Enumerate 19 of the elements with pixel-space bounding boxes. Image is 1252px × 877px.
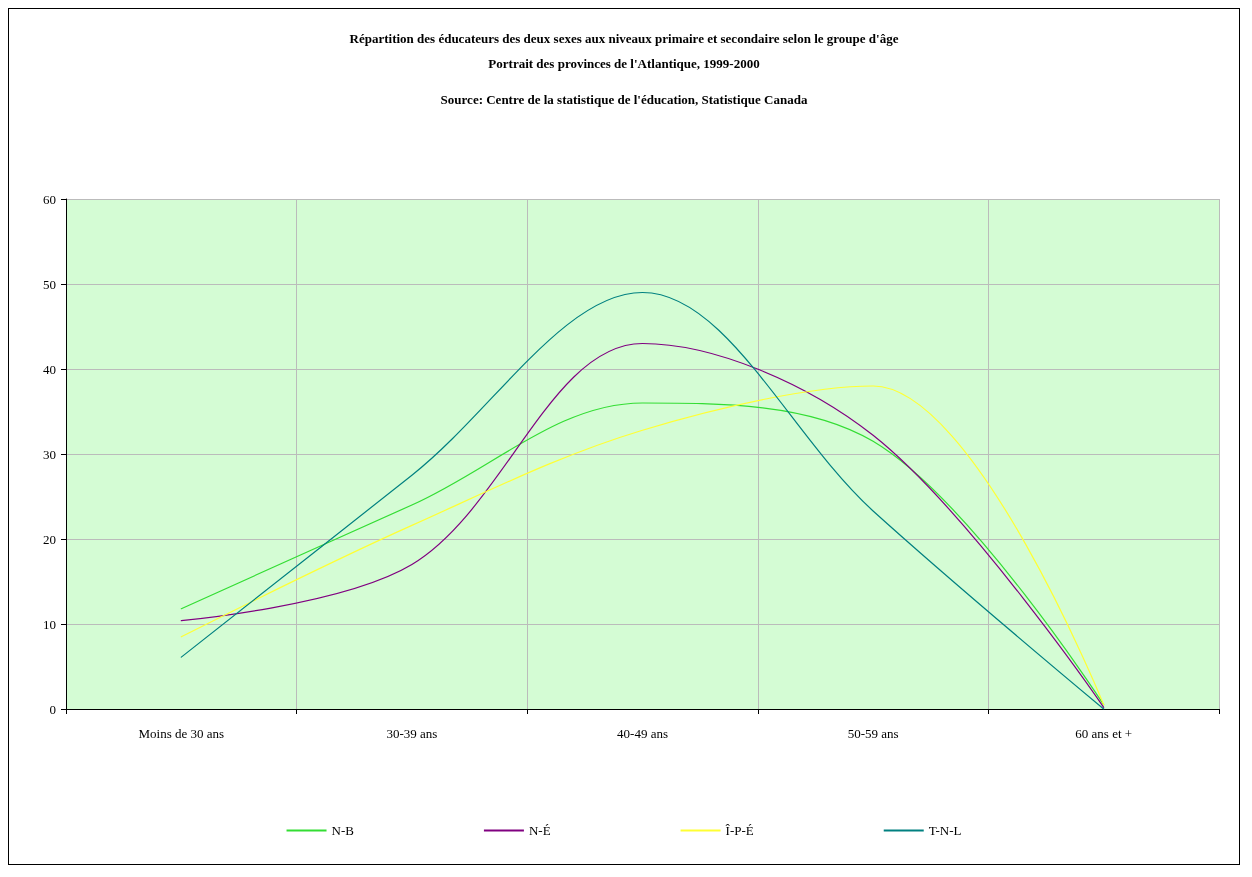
y-tick-label: 30 (43, 446, 56, 462)
y-tick-label: 60 (43, 191, 56, 207)
x-tick-label: Moins de 30 ans (138, 726, 225, 741)
chart-title: Répartition des éducateurs des deux sexes aux niveaux primaire et secondaire selon le groupe d'âge (349, 31, 899, 46)
legend-label: T-N-L (928, 823, 962, 838)
y-tick-label: 0 (49, 701, 56, 717)
x-tick-label: 30-39 ans (386, 726, 438, 741)
chart-subtitle: Portrait des provinces de l'Atlantique, 1999-2000 (488, 56, 760, 71)
legend-label: N-É (528, 823, 551, 838)
x-tick-label: 40-49 ans (617, 726, 668, 741)
y-tick-label: 20 (43, 531, 56, 547)
source-note: Source: Centre de la statistique de l'éducation, Statistique Canada (440, 92, 808, 107)
legend-label: Î-P-É (725, 823, 754, 838)
legend-label: N-B (331, 823, 355, 838)
y-tick-label: 10 (43, 616, 56, 632)
y-tick-label: 40 (43, 361, 56, 377)
x-tick-label: 50-59 ans (847, 726, 899, 741)
x-tick-label: 60 ans et + (1075, 726, 1133, 741)
y-tick-label: 50 (43, 276, 56, 292)
